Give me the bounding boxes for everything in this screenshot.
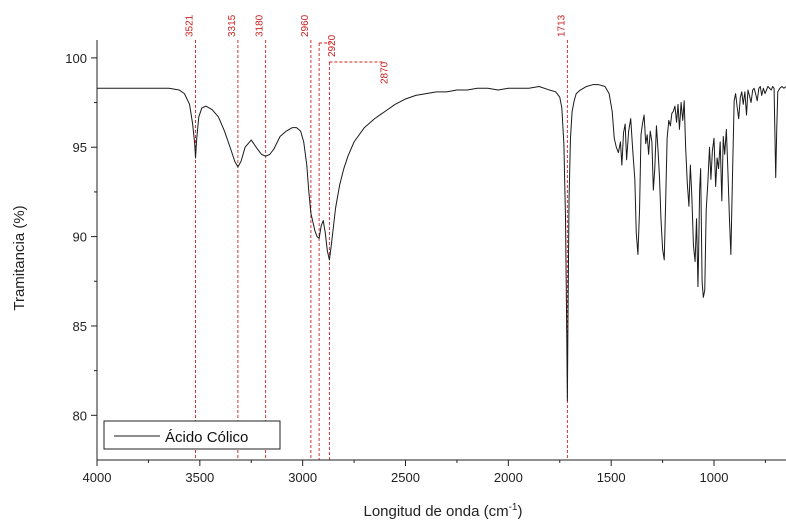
- peak-marker-label: 3521: [185, 14, 196, 37]
- peak-marker-layer: 3521 3315 3180 2960 2920 2870 1713: [185, 14, 568, 460]
- series-layer: [97, 84, 786, 402]
- x-tick-label: 3500: [185, 470, 214, 485]
- x-tick-label: 2000: [494, 470, 523, 485]
- peak-marker-label: 2920: [327, 34, 338, 57]
- y-tick-label: 90: [73, 230, 87, 245]
- y-tick-label: 95: [73, 140, 87, 155]
- series-line-acido-colico: [97, 84, 786, 402]
- peak-marker-label: 3315: [227, 14, 238, 37]
- x-tick-label: 2500: [391, 470, 420, 485]
- y-tick-label: 80: [73, 408, 87, 423]
- legend-box: [103, 420, 281, 450]
- y-tick-label: 100: [65, 51, 87, 66]
- legend-series-name: Ácido Cólico: [165, 429, 248, 446]
- x-tick-label: 3000: [288, 470, 317, 485]
- y-tick-label: 85: [73, 319, 87, 334]
- x-axis-title-superscript: -1: [509, 502, 518, 513]
- y-axis-title: Tramitancia (%): [11, 205, 28, 310]
- peak-marker-label: 1713: [556, 14, 567, 37]
- peak-marker-label: 2960: [300, 14, 311, 37]
- x-tick-label: 4000: [83, 470, 112, 485]
- axes-layer: 4000 3500 3000 2500 2000 1500 1000 80 85 90 95 100: [65, 40, 786, 485]
- x-tick-label: 1500: [597, 470, 626, 485]
- x-tick-label: 1000: [700, 470, 729, 485]
- legend-layer: Ácido Cólico: [103, 420, 281, 450]
- x-axis-title-close: ): [518, 503, 523, 520]
- x-axis-title: Longitud de onda (cm-1): [363, 502, 522, 520]
- x-axis-title-main: Longitud de onda (cm: [363, 503, 508, 520]
- peak-marker-label: 3180: [255, 14, 266, 37]
- peak-marker-label: 2870: [379, 61, 390, 84]
